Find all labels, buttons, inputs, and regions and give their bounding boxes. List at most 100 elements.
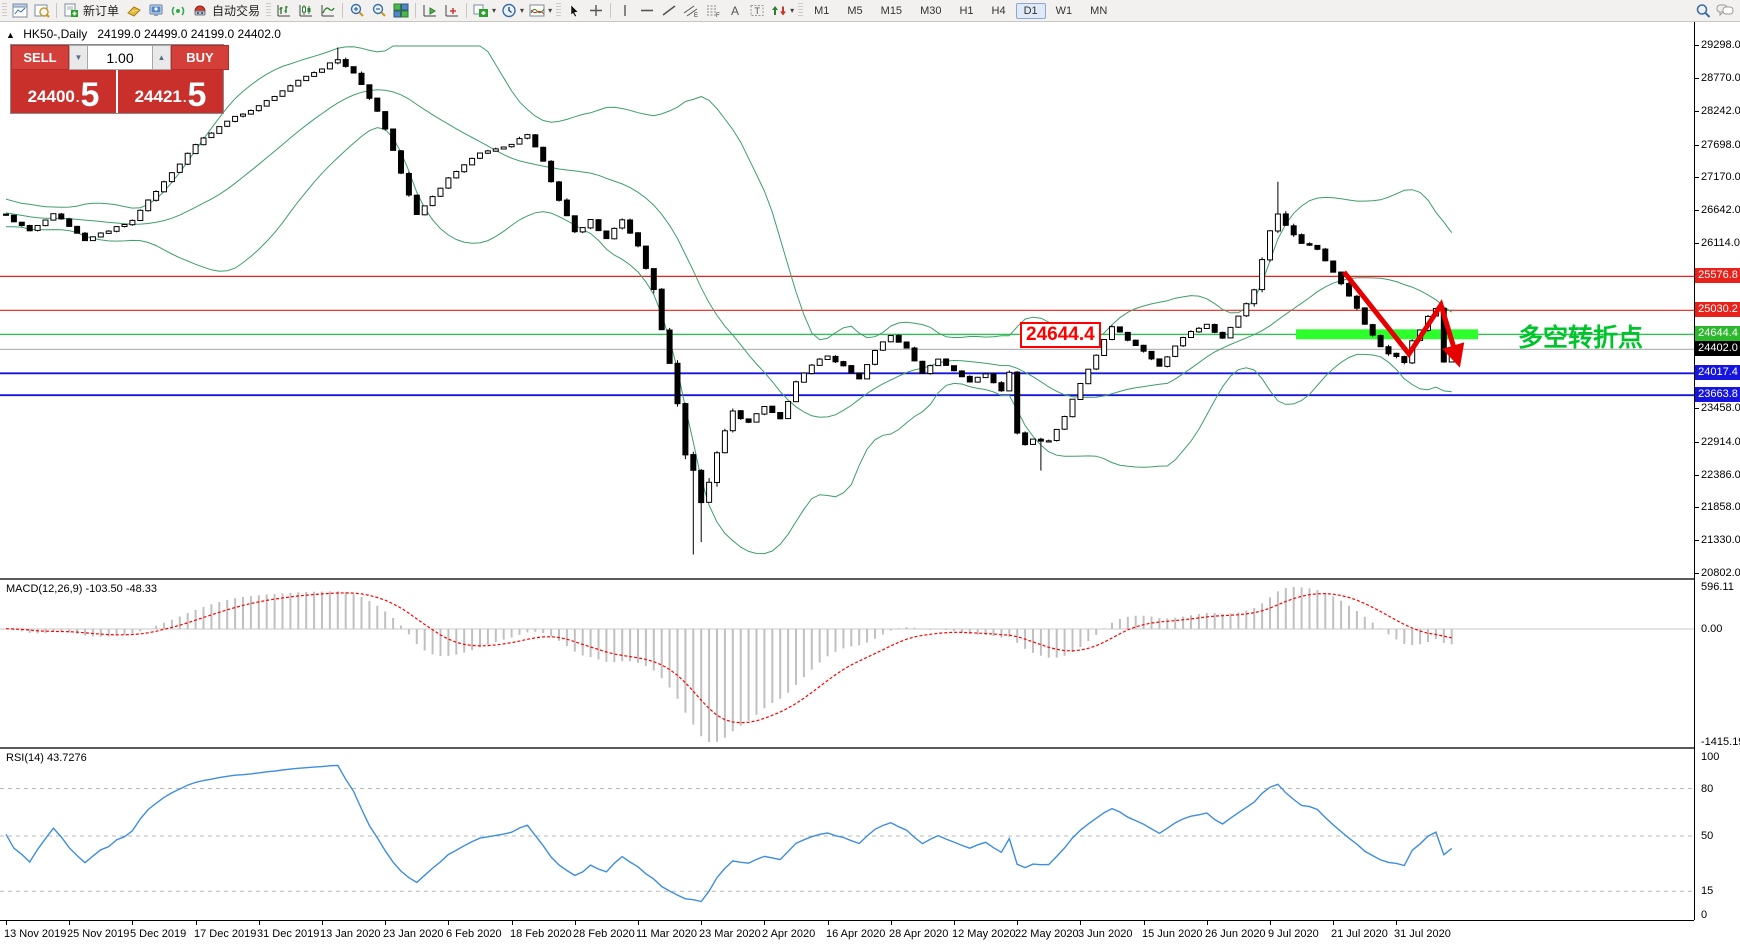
volume-decrease-button[interactable]: ▼ xyxy=(69,45,88,70)
date-axis-label: 21 Jul 2020 xyxy=(1331,928,1388,940)
chat-icon[interactable] xyxy=(1715,2,1735,19)
date-axis-label: 23 Jan 2020 xyxy=(383,928,444,940)
chart-profile-icon[interactable] xyxy=(32,2,52,19)
horizontal-line-icon[interactable] xyxy=(637,2,657,19)
bar-high-value: 24499.0 xyxy=(144,27,188,41)
fibonacci-icon[interactable]: F xyxy=(703,2,723,19)
sell-price[interactable]: 24400 . 5 xyxy=(11,70,118,113)
cursor-icon[interactable] xyxy=(564,2,584,19)
timeframe-button-d1[interactable]: D1 xyxy=(1015,2,1046,19)
autotrade-label[interactable]: 自动交易 xyxy=(212,4,261,18)
macd-chart[interactable] xyxy=(0,580,1694,747)
price-axis-tick xyxy=(1695,507,1699,508)
date-axis-tick xyxy=(1333,921,1334,925)
zoom-in-icon[interactable] xyxy=(347,2,367,19)
buy-button[interactable]: BUY xyxy=(171,45,229,70)
bar-chart-icon[interactable] xyxy=(274,2,294,19)
new-order-label[interactable]: 新订单 xyxy=(83,4,120,18)
date-axis-label: 9 Jul 2020 xyxy=(1268,928,1319,940)
autotrade-icon[interactable] xyxy=(190,2,210,19)
price-level-badge: 23663.8 xyxy=(1695,387,1740,402)
price-level-callout[interactable]: 24644.4 xyxy=(1020,322,1101,348)
date-axis-tick xyxy=(1396,921,1397,925)
line-chart-icon[interactable] xyxy=(318,2,338,19)
timeframe-button-mn[interactable]: MN xyxy=(1090,4,1108,17)
date-axis-label: 26 Jun 2020 xyxy=(1205,928,1266,940)
date-axis-tick xyxy=(322,921,323,925)
chart-shift-icon[interactable] xyxy=(442,2,462,19)
vps-icon[interactable] xyxy=(146,2,166,19)
arrows-icon[interactable] xyxy=(769,2,789,19)
timeframe-button-w1[interactable]: W1 xyxy=(1055,4,1073,17)
volume-input[interactable] xyxy=(88,45,152,70)
indicators-dropdown-caret[interactable]: ▾ xyxy=(492,6,497,15)
templates-dropdown-caret[interactable]: ▾ xyxy=(548,6,553,15)
bollinger-band-m xyxy=(5,89,1452,418)
timeframe-button-m15[interactable]: M15 xyxy=(880,4,903,17)
zoom-out-icon[interactable] xyxy=(369,2,389,19)
periods-dropdown-caret[interactable]: ▾ xyxy=(520,6,525,15)
timeframe-button-m30[interactable]: M30 xyxy=(920,4,942,17)
date-axis[interactable]: 13 Nov 2019 25 Nov 2019 5 Dec 2019 17 Dec 2… xyxy=(0,921,1740,948)
toolbar-drag-handle[interactable] xyxy=(2,3,7,18)
price-axis-tick xyxy=(1695,408,1699,409)
svg-text:A: A xyxy=(731,4,739,18)
rsi-panel[interactable]: RSI(14) 43.7276 xyxy=(0,749,1694,921)
price-axis[interactable]: 29298.0 28770.0 28242.0 27698.0 27170.0 26642… xyxy=(1694,22,1740,921)
price-axis-label: 28242.0 xyxy=(1701,105,1740,117)
date-axis-label: 28 Feb 2020 xyxy=(573,928,635,940)
arrows-dropdown-caret[interactable]: ▾ xyxy=(790,6,795,15)
date-axis-tick xyxy=(196,921,197,925)
macd-panel[interactable]: MACD(12,26,9) -103.50 -48.33 xyxy=(0,580,1694,749)
volume-increase-button[interactable]: ▲ xyxy=(152,45,171,70)
date-axis-label: 28 Apr 2020 xyxy=(889,928,949,940)
rsi-chart[interactable] xyxy=(0,749,1694,920)
indicators-icon[interactable] xyxy=(471,2,491,19)
date-axis-label: 25 Nov 2019 xyxy=(67,928,130,940)
crosshair-icon[interactable] xyxy=(586,2,606,19)
macd-label: MACD(12,26,9) -103.50 -48.33 xyxy=(6,583,158,595)
timeframe-button-m1[interactable]: M1 xyxy=(814,4,830,17)
timeframe-button-h4[interactable]: H4 xyxy=(991,4,1006,17)
date-axis-label: 5 Dec 2019 xyxy=(130,928,187,940)
toolbar-separator xyxy=(342,3,344,18)
toolbar-drag-handle[interactable] xyxy=(798,3,804,18)
price-axis-tick xyxy=(1695,475,1699,476)
trendline-icon[interactable] xyxy=(659,2,679,19)
date-axis-label: 12 May 2020 xyxy=(952,928,1016,940)
vertical-line-icon[interactable] xyxy=(615,2,635,19)
toolbar-separator xyxy=(415,3,417,18)
auto-scroll-icon[interactable] xyxy=(420,2,440,19)
price-axis-label: 27170.0 xyxy=(1701,171,1740,183)
timeframe-button-h1[interactable]: H1 xyxy=(959,4,974,17)
candlestick-chart[interactable] xyxy=(0,22,1694,578)
metaeditor-icon[interactable] xyxy=(124,2,144,19)
text-icon[interactable]: A xyxy=(725,2,745,19)
buy-price[interactable]: 24421 . 5 xyxy=(118,70,223,113)
collapse-triangle-icon[interactable]: ▲ xyxy=(6,30,15,40)
new-chart-icon[interactable] xyxy=(10,2,30,19)
price-chart-panel[interactable]: ▲ HK50-,Daily 24199.0 24499.0 24199.0 24… xyxy=(0,22,1694,580)
svg-text:E: E xyxy=(694,13,698,18)
toolbar-drag-handle[interactable] xyxy=(266,3,272,18)
tile-windows-icon[interactable] xyxy=(391,2,411,19)
sell-button[interactable]: SELL xyxy=(11,45,69,70)
templates-icon[interactable] xyxy=(527,2,547,19)
toolbar-drag-handle[interactable] xyxy=(556,3,562,18)
signals-icon[interactable] xyxy=(168,2,188,19)
timeframe-button-m5[interactable]: M5 xyxy=(847,4,863,17)
channel-icon[interactable]: E xyxy=(681,2,701,19)
support-zone-rect[interactable] xyxy=(1296,329,1478,340)
periods-icon[interactable] xyxy=(499,2,519,19)
turning-point-annotation[interactable]: 多空转折点 xyxy=(1518,324,1644,352)
search-icon[interactable] xyxy=(1693,2,1713,19)
candlestick-chart-icon[interactable] xyxy=(296,2,316,19)
new-order-icon[interactable] xyxy=(61,2,81,19)
toolbar-separator xyxy=(56,3,57,18)
text-label-icon[interactable]: T xyxy=(747,2,767,19)
trend-arrow[interactable] xyxy=(1342,270,1465,368)
price-axis-label: 26114.0 xyxy=(1701,237,1740,249)
rsi-line xyxy=(5,764,1453,903)
date-axis-tick xyxy=(1207,921,1208,925)
